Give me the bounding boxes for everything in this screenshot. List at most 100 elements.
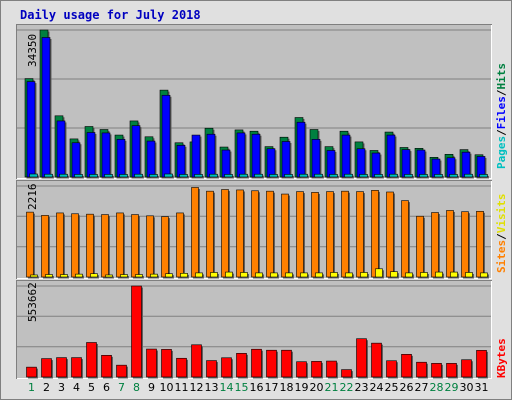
kbytes-bar: [281, 349, 292, 378]
kbytes-bar: [176, 357, 187, 378]
kbytes-bar: [356, 338, 367, 378]
kbytes-bar: [296, 361, 307, 378]
x-tick-label: 26: [399, 381, 414, 394]
x-tick-label: 6: [103, 381, 110, 394]
files-bar: [101, 132, 111, 178]
pages-bar: [149, 174, 158, 178]
pages-bar: [74, 174, 83, 178]
sites-bar: [416, 215, 424, 278]
files-bar: [386, 134, 396, 178]
kbytes-bar: [206, 360, 217, 378]
files-bar: [56, 120, 66, 178]
x-tick-label: 22: [339, 381, 354, 394]
visits-bar-shadow: [107, 276, 114, 279]
x-tick-label: 20: [309, 381, 324, 394]
pages-bar: [479, 174, 488, 178]
kbytes-bar: [116, 364, 127, 378]
pages-bar: [329, 174, 338, 178]
files-bar: [371, 152, 381, 178]
kbytes-bar: [161, 349, 172, 378]
files-bar: [131, 125, 141, 178]
kbytes-bar: [71, 357, 82, 378]
files-bar: [401, 149, 411, 178]
visits-bar: [435, 271, 443, 278]
files-bar: [161, 94, 171, 178]
sites-bar: [326, 191, 334, 278]
x-tick-label: 12: [189, 381, 204, 394]
x-tick-label: 28: [429, 381, 444, 394]
files-bar: [476, 156, 486, 178]
sites-bar: [191, 187, 199, 278]
sites-bar: [356, 191, 364, 278]
kbytes-bar: [86, 342, 97, 378]
files-bar: [296, 121, 306, 178]
visits-bar: [75, 273, 83, 278]
pages-bar: [464, 173, 473, 178]
x-tick-label: 10: [159, 381, 174, 394]
hits-plot: [17, 29, 491, 179]
files-bar: [326, 150, 336, 178]
visits-bar: [120, 274, 128, 278]
kbytes-bar: [326, 360, 337, 378]
kbytes-bar: [146, 348, 157, 378]
legend-files: Files: [495, 96, 508, 130]
hits-legend: Pages/Files/Hits: [495, 63, 508, 169]
files-bar: [416, 149, 426, 178]
sites-bar: [101, 214, 109, 278]
files-bar: [86, 132, 96, 178]
pages-bar: [194, 174, 203, 178]
kbytes-bar: [416, 361, 427, 378]
x-tick-label: 17: [264, 381, 279, 394]
kbytes-bar: [251, 348, 262, 378]
sites-ymax-label: 2216: [26, 183, 39, 211]
visits-bar: [165, 273, 173, 278]
kbytes-bar: [341, 369, 352, 378]
x-tick-label: 29: [444, 381, 459, 394]
sites-bar: [176, 212, 184, 278]
sites-bar: [296, 191, 304, 278]
x-tick-label: 8: [133, 381, 140, 394]
legend-sep: /: [495, 233, 508, 240]
visits-bar: [225, 271, 233, 278]
x-tick-label: 7: [118, 381, 125, 394]
x-tick-label: 27: [414, 381, 429, 394]
sites-bar: [116, 212, 124, 278]
files-bar: [206, 133, 216, 178]
x-tick-label: 23: [354, 381, 369, 394]
pages-bar: [434, 174, 443, 178]
files-bar: [341, 134, 351, 178]
x-tick-label: 16: [249, 381, 264, 394]
kbytes-panel: [16, 280, 492, 379]
legend-sites: Sites: [495, 239, 508, 273]
pages-bar: [104, 174, 113, 178]
files-bar: [311, 139, 321, 178]
kbytes-bar: [41, 358, 52, 378]
pages-bar: [344, 173, 353, 178]
pages-bar: [209, 173, 218, 178]
chart-title: Daily usage for July 2018: [20, 8, 201, 22]
visits-bar: [420, 272, 428, 278]
x-tick-label: 3: [58, 381, 65, 394]
pages-bar: [269, 174, 278, 178]
visits-bar: [150, 273, 158, 278]
pages-bar: [374, 174, 383, 178]
sites-bar: [401, 200, 409, 278]
pages-bar: [29, 173, 38, 178]
visits-bar: [90, 273, 98, 278]
visits-bar: [210, 272, 218, 278]
x-tick-label: 9: [148, 381, 155, 394]
files-bar: [146, 140, 156, 178]
kbytes-bar: [386, 360, 397, 378]
sites-bar: [311, 192, 319, 278]
legend-hits: Hits: [495, 63, 508, 90]
visits-bar: [390, 271, 398, 278]
visits-bar-shadow: [32, 276, 39, 279]
files-bar: [281, 141, 291, 178]
visits-bar: [330, 272, 338, 278]
x-tick-label: 21: [324, 381, 339, 394]
pages-bar: [224, 174, 233, 178]
sites-bar: [71, 213, 79, 278]
pages-bar: [299, 173, 308, 178]
pages-bar: [164, 173, 173, 178]
